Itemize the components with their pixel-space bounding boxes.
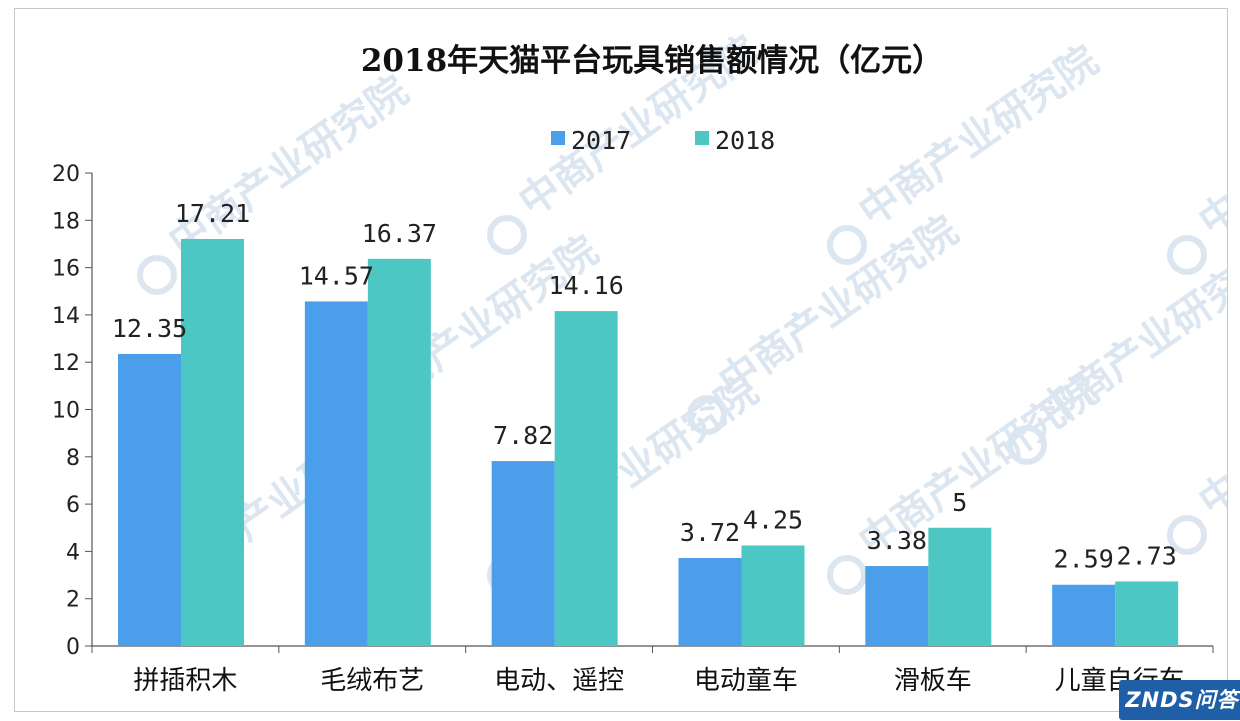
data-label-2018: 4.25 (743, 505, 803, 534)
data-label-2017: 3.72 (680, 518, 740, 547)
axes: 02468101214161820拼插积木毛绒布艺电动、遥控电动童车滑板车儿童自… (52, 162, 1214, 696)
watermark-logo (137, 255, 177, 295)
bar-2017 (1052, 584, 1116, 646)
watermark-text: 中商产业研究院 (711, 207, 967, 405)
y-tick-label: 2 (66, 588, 80, 613)
bar-2018 (741, 545, 805, 646)
data-label-2018: 2.73 (1117, 541, 1177, 570)
watermark-text: 中商产业研究院 (1191, 47, 1227, 245)
data-label-2017: 2.59 (1054, 545, 1114, 574)
chart-title: 2018年天猫平台玩具销售额情况（亿元） (361, 43, 943, 79)
x-category-label: 电动童车 (694, 666, 798, 696)
bar-2018 (367, 258, 431, 646)
data-label-2018: 17.21 (175, 199, 250, 228)
y-tick-label: 10 (52, 399, 80, 424)
legend-label-2017: 2017 (571, 126, 631, 155)
watermark-logo (827, 555, 867, 595)
legend: 2017 2018 (551, 126, 775, 155)
y-tick-label: 16 (52, 257, 80, 282)
y-tick-label: 20 (52, 162, 80, 187)
data-label-2018: 5 (952, 488, 967, 517)
bar-2018 (181, 238, 244, 646)
data-label-2017: 3.38 (867, 526, 927, 555)
watermark-logo (1007, 425, 1047, 465)
watermark-text: 中商产业研究院 (1191, 327, 1227, 525)
legend-label-2018: 2018 (715, 126, 775, 155)
bar-2018 (928, 527, 992, 646)
bar-2018 (1115, 581, 1179, 646)
data-label-2017: 14.57 (299, 261, 374, 290)
watermark-logo (487, 215, 527, 255)
x-category-label: 电动、遥控 (494, 666, 624, 696)
legend-swatch-2018 (695, 131, 709, 145)
bar-2017 (118, 353, 181, 646)
data-label-2017: 12.35 (112, 314, 187, 343)
data-label-2018: 14.16 (549, 271, 624, 300)
bar-2018 (554, 311, 618, 646)
x-category-label: 滑板车 (894, 666, 972, 696)
data-labels: 12.35 17.21 14.57 16.37 7.82 14.16 3.72 4.25 3.3… (112, 199, 1177, 574)
y-tick-label: 4 (66, 540, 80, 565)
x-category-label: 拼插积木 (133, 666, 237, 696)
bar-2017 (304, 301, 368, 646)
watermark-logo (1167, 235, 1207, 275)
data-label-2017: 7.82 (493, 421, 553, 450)
data-label-2018: 16.37 (362, 219, 437, 248)
bar-2017 (491, 461, 555, 646)
y-tick-label: 0 (66, 635, 80, 660)
y-tick-label: 8 (66, 446, 80, 471)
y-tick-label: 14 (52, 304, 80, 329)
chart-frame: 中商产业研究院 中商产业研究院 中商产业研究院 中商产业研究院 中商产业研究院 中商产业研… (14, 8, 1240, 720)
bars (118, 238, 1179, 646)
y-tick-label: 6 (66, 493, 80, 518)
watermark-logo (1167, 515, 1207, 555)
y-tick-label: 18 (52, 209, 80, 234)
bar-2017 (865, 566, 929, 646)
x-category-label: 毛绒布艺 (320, 666, 424, 696)
site-badge: ZNDS问答 (1119, 680, 1240, 720)
bar-2017 (678, 558, 742, 646)
watermark-logo (827, 225, 867, 265)
watermark-logo (687, 395, 727, 435)
y-tick-label: 12 (52, 351, 80, 376)
legend-swatch-2017 (551, 131, 565, 145)
